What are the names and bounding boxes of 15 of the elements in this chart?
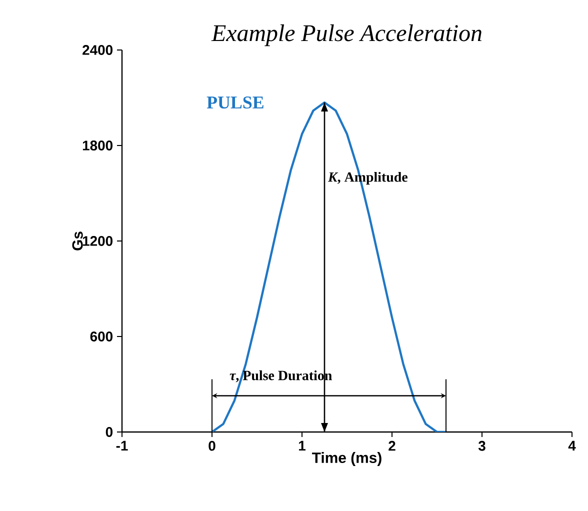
y-axis-title: Gs [72,232,83,250]
y-tick-label: 2400 [82,45,113,55]
x-tick-label: 2 [388,440,396,451]
x-tick-label: 4 [568,440,576,451]
y-tick-label: 1800 [82,140,113,150]
y-tick-label: 600 [90,332,113,342]
y-tick-label: 0 [106,427,113,437]
chart-title: Example Pulse Acceleration [211,24,482,46]
x-tick-label: 3 [478,440,486,451]
x-tick-label: 1 [299,440,306,451]
x-axis-title: Time (ms) [312,452,382,466]
x-tick-label: -1 [116,440,128,451]
text: PULSE [206,96,264,109]
x-tick-label: 0 [208,440,216,451]
y-tick-label: 1200 [82,236,113,246]
